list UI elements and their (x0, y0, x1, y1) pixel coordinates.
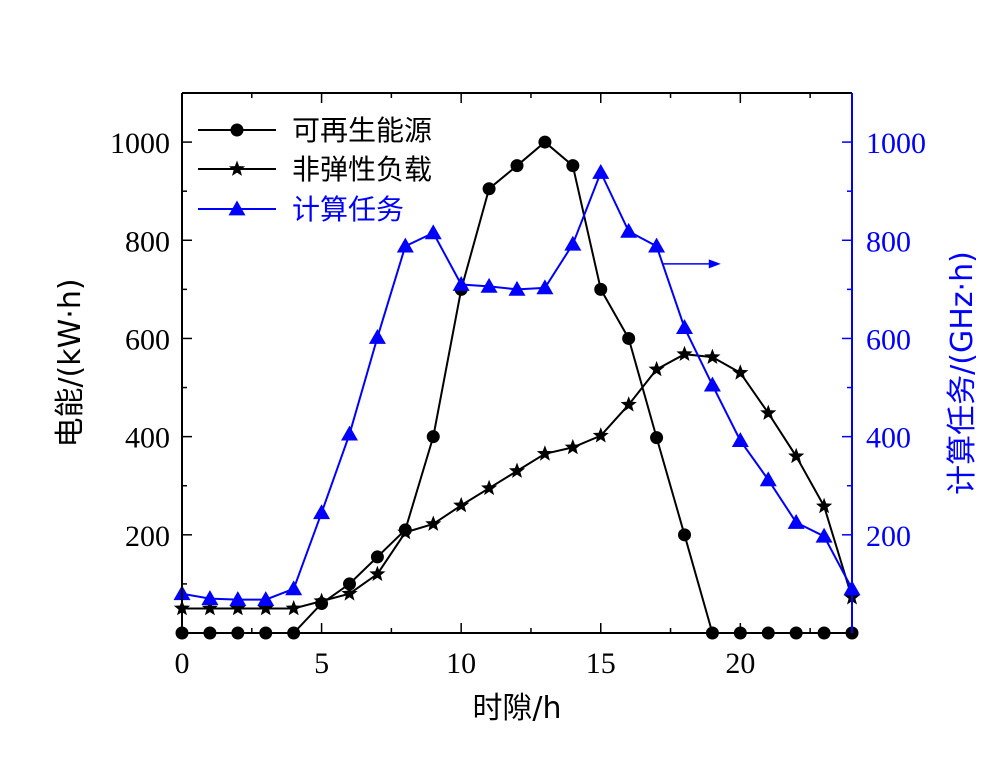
data-point-star (257, 600, 274, 616)
data-point-star (704, 348, 721, 364)
data-point-triangle (480, 277, 498, 293)
data-point-triangle (648, 237, 666, 253)
x-axis-title: 时隙/h (472, 691, 561, 726)
data-point-star (453, 496, 470, 513)
data-point-star (536, 445, 553, 461)
data-point-triangle (452, 275, 470, 291)
data-point-triangle (508, 280, 526, 296)
data-point-triangle (201, 590, 219, 606)
data-point-star (201, 600, 218, 616)
series-line-star (182, 353, 852, 610)
x-tick-label: 15 (586, 647, 616, 680)
data-point-star (369, 565, 386, 581)
data-point-triangle (396, 237, 414, 253)
data-point-circle (538, 135, 552, 149)
legend-label-circle: 可再生能源 (292, 114, 432, 147)
data-point-star (760, 404, 777, 420)
y-right-tick-label: 400 (866, 422, 911, 455)
data-point-circle (482, 182, 496, 196)
data-point-star (341, 585, 358, 601)
legend-marker-star (228, 160, 246, 176)
data-point-star (508, 462, 526, 478)
x-tick-label: 10 (446, 647, 476, 680)
series-line-triangle (182, 169, 852, 601)
y-right-tick-label: 200 (866, 520, 911, 553)
y-left-axis-title: 电能/(kW·h) (53, 278, 88, 447)
data-point-circle (426, 430, 440, 444)
data-point-star (313, 592, 330, 608)
legend-label-triangle: 计算任务 (292, 193, 404, 226)
axes: 时隙/h 电能/(kW·h) 计算任务/(GHz·h) 0 5 10 15 20 200 4… (53, 92, 980, 726)
data-point-triangle (731, 432, 749, 447)
data-point-triangle (815, 527, 833, 543)
x-tick-label: 0 (175, 647, 190, 680)
y-left-tick-label: 600 (125, 323, 170, 356)
data-point-triangle (285, 580, 303, 596)
data-point-triangle (341, 425, 358, 441)
legend-label-star: 非弹性负载 (292, 153, 432, 186)
data-point-star (648, 360, 665, 377)
y-left-tick-label: 400 (125, 422, 170, 455)
data-point-star (676, 345, 693, 361)
data-point-circle (370, 550, 384, 564)
data-point-circle (594, 282, 608, 296)
data-point-triangle (592, 164, 610, 179)
annotation-arrow-head (708, 259, 721, 269)
y-left-tick-label: 800 (125, 225, 170, 258)
data-point-star (481, 479, 498, 496)
data-point-triangle (368, 328, 386, 344)
data-point-circle (566, 159, 580, 173)
y-left-tick-label: 1000 (110, 127, 170, 160)
x-tick-label: 20 (725, 647, 755, 680)
data-point-star (425, 515, 442, 531)
data-point-triangle (564, 235, 582, 251)
data-point-circle (650, 431, 664, 445)
data-point-triangle (424, 224, 442, 240)
data-point-star (816, 497, 833, 514)
data-point-triangle (787, 514, 805, 529)
data-point-circle (510, 159, 524, 173)
data-point-triangle (620, 222, 638, 238)
y-right-tick-label: 600 (866, 323, 911, 356)
y-right-tick-label: 1000 (866, 127, 926, 160)
data-point-star (285, 600, 302, 616)
data-point-circle (343, 577, 356, 591)
data-point-star (788, 447, 805, 464)
data-point-triangle (313, 504, 331, 520)
data-point-circle (622, 331, 636, 345)
data-point-star (620, 396, 637, 412)
y-right-tick-label: 800 (866, 225, 911, 258)
legend-marker-circle (230, 123, 244, 137)
data-point-star (397, 523, 414, 540)
plot-area (173, 135, 861, 640)
data-point-star (229, 600, 246, 616)
data-point-star (564, 438, 581, 455)
y-left-tick-label: 200 (125, 520, 170, 553)
data-point-star (732, 364, 749, 380)
x-tick-label: 5 (314, 647, 329, 680)
data-point-triangle (703, 376, 721, 392)
data-point-circle (678, 528, 691, 542)
data-point-triangle (536, 279, 554, 295)
data-point-triangle (229, 591, 247, 606)
data-point-star (592, 427, 609, 443)
data-point-triangle (759, 471, 777, 487)
y-right-axis-title: 计算任务/(GHz·h) (945, 251, 980, 495)
data-point-triangle (676, 319, 693, 335)
data-point-triangle (257, 591, 275, 606)
legend-marker-triangle (228, 200, 246, 216)
